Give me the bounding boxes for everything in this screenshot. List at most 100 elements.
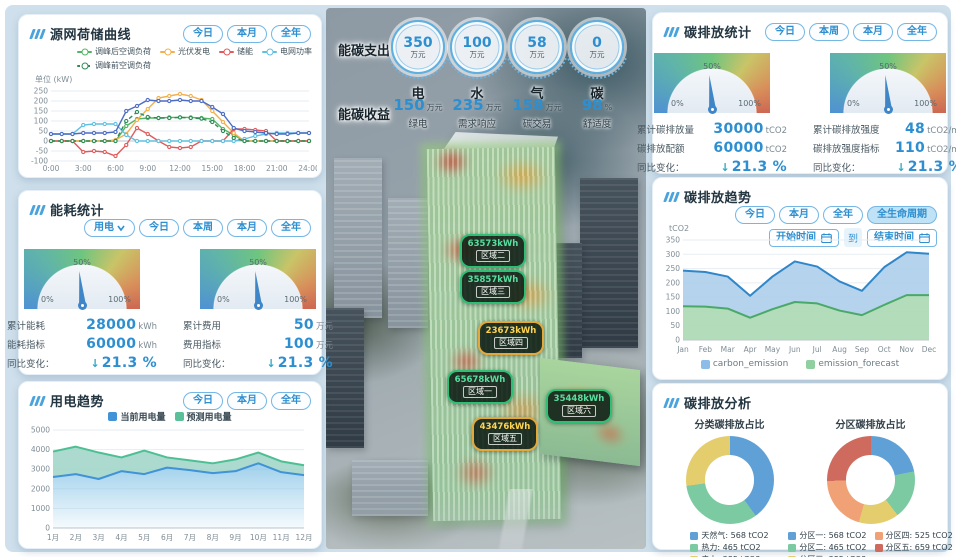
svg-text:200: 200: [34, 97, 49, 106]
legend-square-marker: [874, 543, 883, 552]
metric-unit: 万元: [529, 49, 545, 59]
stat-row: 累计费用 50 万元: [183, 317, 333, 333]
panel-carbon-emission-analysis: 碳排放分析 分类碳排放占比 天然气: 568 tCO2 热力: 465 tCO2 电…: [652, 383, 953, 557]
gauge-max-label: 100%: [108, 295, 131, 304]
start-date-input[interactable]: 开始时间: [769, 228, 839, 247]
svg-text:4月: 4月: [115, 533, 127, 542]
ground-plaza: [326, 489, 646, 549]
legend-label: emission_forecast: [818, 359, 900, 369]
legend-label: 储能: [237, 47, 253, 56]
filter-button[interactable]: 今日: [765, 22, 805, 41]
donut-legend: 天然气: 568 tCO2 热力: 465 tCO2 电力: 385 tCO2: [690, 530, 769, 557]
filter-button[interactable]: 今日: [183, 391, 223, 410]
svg-text:5月: 5月: [138, 533, 150, 542]
legend-label: 光伏发电: [178, 47, 210, 56]
gauge-min-label: 0%: [671, 99, 684, 108]
filter-button[interactable]: 全年: [823, 206, 863, 224]
legend-item[interactable]: 电网功率: [262, 46, 312, 57]
legend-square-marker: [806, 359, 816, 369]
stat-label: 同比变化：: [183, 359, 231, 370]
panel-title: 源网荷储曲线: [50, 28, 132, 43]
metric-unit: 万元: [589, 49, 605, 59]
svg-text:8月: 8月: [207, 533, 219, 542]
gauge-max-label: 100%: [914, 99, 937, 108]
filter-button[interactable]: 本月: [853, 22, 893, 41]
region-pill[interactable]: 35448kWh 区域六: [546, 389, 612, 423]
legend-square-marker: [788, 543, 797, 552]
filter-button[interactable]: 本月: [779, 206, 819, 224]
income-item: 158 万元 碳交易: [505, 96, 569, 130]
filter-button[interactable]: 今日: [735, 206, 775, 224]
income-label: 能碳收益: [338, 108, 391, 123]
region-pill[interactable]: 23673kWh 区域四: [478, 321, 544, 355]
gauge-mid-label: 50%: [249, 258, 267, 267]
stat-label: 同比变化：: [7, 359, 55, 370]
income-unit: %: [604, 103, 613, 112]
svg-text:Aug: Aug: [832, 345, 847, 354]
filter-button[interactable]: 本月: [227, 219, 267, 237]
metric-value: 58: [527, 34, 547, 51]
legend-line-marker: [77, 48, 92, 55]
filter-button[interactable]: 全年: [897, 22, 937, 41]
gauge-mid-label: 50%: [703, 62, 721, 71]
legend-item[interactable]: 调峰前空调负荷: [77, 60, 151, 71]
calendar-icon: [821, 232, 832, 243]
legend-item[interactable]: 储能: [219, 46, 253, 57]
panel-title: 碳排放统计: [684, 26, 752, 41]
stat-unit: 万元: [315, 322, 333, 332]
filter-button[interactable]: 本月: [227, 391, 267, 410]
chevron-down-icon: [117, 225, 125, 231]
svg-text:Jun: Jun: [788, 345, 801, 354]
region-name: 区域一: [463, 386, 497, 398]
legend-square-marker: [788, 531, 797, 540]
expenditure-item: 0 万元碳: [567, 20, 627, 102]
legend-label: carbon_emission: [712, 359, 789, 369]
legend-label: 当前用电量: [120, 413, 166, 423]
legend-item[interactable]: emission_forecast: [806, 359, 899, 369]
svg-text:150: 150: [34, 107, 49, 116]
gauge-dial: 50% 0% 100%: [830, 53, 946, 114]
legend-item[interactable]: 预测用电量: [174, 410, 232, 423]
income-item: 98% 舒适度: [565, 96, 629, 130]
filter-button[interactable]: 全年: [271, 391, 311, 410]
filter-button[interactable]: 全生命周期: [867, 206, 937, 224]
svg-text:0:00: 0:00: [43, 164, 60, 173]
svg-text:0: 0: [45, 524, 50, 533]
legend-item[interactable]: carbon_emission: [700, 359, 789, 369]
filter-button[interactable]: 本周: [183, 219, 223, 237]
stat-value: 60000: [86, 336, 137, 352]
legend-item[interactable]: 调峰后空调负荷: [77, 46, 151, 57]
arrow-down-icon: ↓: [90, 357, 100, 370]
city-heatmap-visualization: 能碳支出 350 万元电 100 万元水 58 万元气 0 万元碳 能碳收益 150 万元 绿电 2…: [326, 8, 646, 549]
filter-button[interactable]: 全年: [271, 219, 311, 237]
svg-text:5000: 5000: [31, 426, 50, 435]
income-item: 235 万元 需求响应: [445, 96, 509, 130]
gauge-dial: 50% 0% 100%: [200, 249, 316, 310]
end-date-input[interactable]: 结束时间: [867, 228, 937, 247]
region-pill[interactable]: 35857kWh 区域三: [460, 270, 526, 304]
filter-button[interactable]: 今日: [183, 24, 223, 43]
filter-button[interactable]: 全年: [271, 24, 311, 43]
panel-slashes-icon: [663, 191, 680, 202]
panel-title: 能耗统计: [50, 204, 105, 219]
filter-button[interactable]: 今日: [139, 219, 179, 237]
gauge-dial: 50% 0% 100%: [24, 249, 140, 310]
region-pill[interactable]: 43476kWh 区域五: [472, 417, 538, 451]
energy-type-select[interactable]: 用电: [84, 219, 135, 237]
legend-square-marker: [874, 531, 883, 540]
stat-label: 累计能耗: [7, 321, 46, 332]
carbon-emission-gauge: 50% 0% 100% 累计碳排放量 30000 tCO2 碳排放配额 60000 tCO2 同比…: [637, 53, 787, 175]
panel-slashes-icon: [29, 28, 46, 39]
stat-row: 费用指标 100 万元: [183, 336, 333, 352]
gauge-min-label: 0%: [217, 295, 230, 304]
legend-line-marker: [160, 48, 175, 55]
filter-button[interactable]: 本周: [809, 22, 849, 41]
region-pill[interactable]: 65678kWh 区域一: [447, 370, 513, 404]
filter-button[interactable]: 本月: [227, 24, 267, 43]
region-pill[interactable]: 63573kWh 区域二: [460, 234, 526, 268]
svg-text:Mar: Mar: [721, 345, 736, 354]
building-block: [326, 308, 364, 448]
legend-item[interactable]: 当前用电量: [108, 410, 166, 423]
svg-text:2月: 2月: [70, 533, 82, 542]
legend-item[interactable]: 光伏发电: [160, 46, 210, 57]
